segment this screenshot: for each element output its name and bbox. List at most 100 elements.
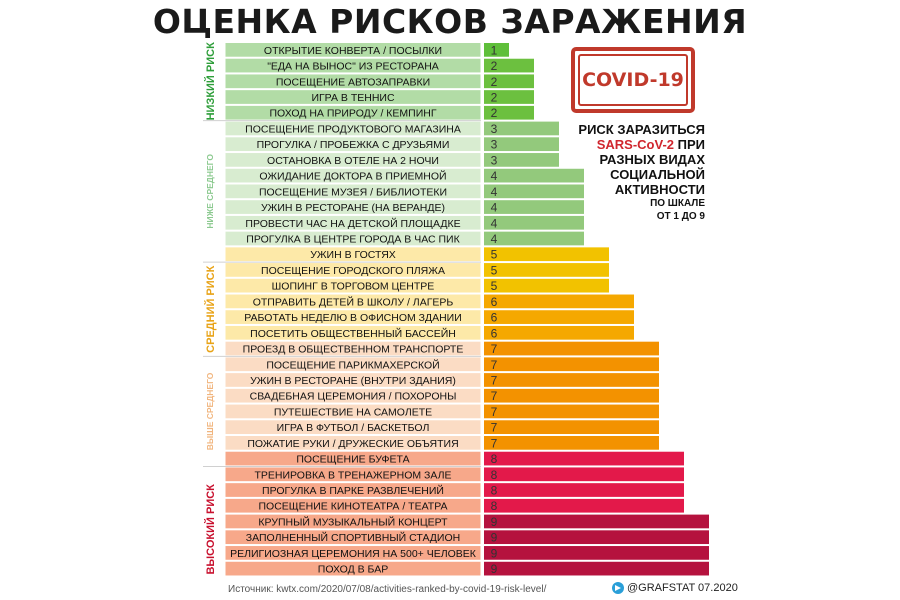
row-label: ПОЖАТИЕ РУКИ / ДРУЖЕСКИЕ ОБЪЯТИЯ: [247, 438, 458, 450]
bar: [484, 514, 709, 529]
value-label: 9: [491, 531, 498, 545]
row-label: УЖИН В РЕСТОРАНЕ (НА ВЕРАНДЕ): [261, 202, 445, 214]
info-line-7: ОТ 1 ДО 9: [656, 211, 705, 222]
value-label: 2: [491, 106, 498, 120]
bar: [484, 90, 534, 104]
value-label: 5: [491, 279, 498, 293]
row-label-cell: [224, 89, 482, 105]
row-label: ПОСЕЩЕНИЕ МУЗЕЯ / БИБЛИОТЕКИ: [259, 186, 447, 198]
row-label: ПОХОД В БАР: [318, 564, 388, 576]
row-label-cell: [224, 497, 482, 514]
value-label: 1: [491, 43, 498, 57]
covid-stamp: COVID-19: [571, 47, 695, 113]
row-label: ШОПИНГ В ТОРГОВОМ ЦЕНТРЕ: [272, 281, 435, 293]
brand-credit: @GRAFSTAT 07.2020: [612, 582, 738, 594]
row-label: ПРОЕЗД В ОБЩЕСТВЕННОМ ТРАНСПОРТЕ: [243, 344, 464, 356]
bar: [484, 341, 659, 356]
bar: [484, 561, 709, 576]
value-label: 9: [491, 562, 498, 576]
row-label: СВАДЕБНАЯ ЦЕРЕМОНИЯ / ПОХОРОНЫ: [250, 391, 457, 403]
row-label-cell: [224, 214, 482, 231]
row-label: РАБОТАТЬ НЕДЕЛЮ В ОФИСНОМ ЗДАНИИ: [244, 312, 462, 324]
row-label: ПОСЕЩЕНИЕ ПАРИКМАХЕРСКОЙ: [266, 358, 439, 371]
row-label: ОСТАНОВКА В ОТЕЛЕ НА 2 НОЧИ: [267, 155, 439, 167]
value-label: 6: [491, 311, 498, 325]
bar: [484, 357, 659, 372]
row-label: ПОСЕЩЕНИЕ ПРОДУКТОВОГО МАГАЗИНА: [245, 123, 461, 135]
value-label: 5: [491, 248, 498, 262]
value-label: 4: [491, 169, 498, 183]
value-label: 3: [491, 122, 498, 136]
bar: [484, 483, 684, 497]
value-label: 4: [491, 216, 498, 230]
bar: [484, 74, 534, 89]
covid-stamp-frame: COVID-19: [578, 54, 688, 106]
value-label: 2: [491, 91, 498, 105]
bar: [484, 153, 559, 167]
info-line-1: РИСК ЗАРАЗИТЬСЯ: [578, 122, 705, 137]
value-label: 2: [491, 75, 498, 89]
bar: [484, 373, 659, 387]
row-label: ПРОГУЛКА В ЦЕНТРЕ ГОРОДА В ЧАС ПИК: [246, 234, 460, 246]
bar: [484, 263, 609, 277]
value-label: 3: [491, 138, 498, 152]
bar: [484, 58, 534, 73]
info-virus-name: SARS-CoV-2: [596, 137, 675, 152]
bar: [484, 498, 684, 513]
bar: [484, 467, 684, 482]
row-label: КРУПНЫЙ МУЗЫКАЛЬНЫЙ КОНЦЕРТ: [258, 515, 448, 528]
info-line-2: SARS-CoV-2 ПРИ: [560, 137, 705, 152]
row-label-cell: [224, 230, 482, 247]
value-label: 9: [491, 515, 498, 529]
value-label: 7: [491, 342, 498, 356]
bar: [484, 278, 609, 293]
value-label: 4: [491, 201, 498, 215]
row-label: ОТКРЫТИЕ КОНВЕРТА / ПОСЫЛКИ: [264, 45, 442, 57]
row-label-cell: [224, 167, 482, 184]
row-label: ПОСЕЩЕНИЕ ГОРОДСКОГО ПЛЯЖА: [261, 265, 445, 277]
row-label-cell: [224, 419, 482, 435]
bar: [484, 388, 659, 403]
row-label: УЖИН В ГОСТЯХ: [310, 249, 396, 261]
value-label: 5: [491, 263, 498, 277]
row-label-cell: [224, 372, 482, 388]
row-label: ПРОГУЛКА В ПАРКЕ РАЗВЛЕЧЕНИЙ: [262, 484, 444, 497]
value-label: 6: [491, 295, 498, 309]
value-label: 6: [491, 326, 498, 340]
row-label-cell: [224, 529, 482, 546]
info-line-6: ПО ШКАЛЕ: [650, 198, 705, 209]
row-label: ПОСЕЩЕНИЕ БУФЕТА: [296, 454, 409, 466]
tier-label: СРЕДНИЙ РИСК: [204, 265, 217, 352]
row-label: ЗАПОЛНЕННЫЙ СПОРТИВНЫЙ СТАДИОН: [246, 531, 460, 544]
value-label: 7: [491, 389, 498, 403]
row-label-cell: [224, 482, 482, 498]
tier-label: НИЗКИЙ РИСК: [204, 42, 217, 121]
bar: [484, 294, 634, 309]
value-label: 7: [491, 373, 498, 387]
bar: [484, 436, 659, 450]
row-label: РЕЛИГИОЗНАЯ ЦЕРЕМОНИЯ НА 500+ ЧЕЛОВЕК: [230, 548, 477, 560]
row-label: ОТПРАВИТЬ ДЕТЕЙ В ШКОЛУ / ЛАГЕРЬ: [253, 295, 454, 308]
value-label: 8: [491, 499, 498, 513]
bar: [484, 404, 659, 419]
value-label: 4: [491, 232, 498, 246]
row-label: ПРОГУЛКА / ПРОБЕЖКА С ДРУЗЬЯМИ: [257, 139, 450, 151]
value-label: 7: [491, 405, 498, 419]
row-label-cell: [224, 435, 482, 451]
row-label: ТРЕНИРОВКА В ТРЕНАЖЕРНОМ ЗАЛЕ: [254, 469, 451, 481]
row-label: ИГРА В ТЕННИС: [311, 92, 395, 104]
row-label-cell: [224, 513, 482, 530]
info-line-2-rest: ПРИ: [674, 137, 705, 152]
row-label: ПУТЕШЕСТВИЕ НА САМОЛЕТЕ: [274, 406, 432, 418]
row-label: "ЕДА НА ВЫНОС" ИЗ РЕСТОРАНА: [267, 61, 439, 73]
brand-text: @GRAFSTAT 07.2020: [627, 582, 738, 594]
tier-label: ВЫСОКИЙ РИСК: [204, 484, 217, 575]
row-label: ПОХОД НА ПРИРОДУ / КЕМПИНГ: [269, 108, 436, 120]
bar: [484, 43, 509, 57]
bar: [484, 420, 659, 434]
bar: [484, 200, 584, 214]
row-label: ИГРА В ФУТБОЛ / БАСКЕТБОЛ: [277, 422, 430, 434]
tier-label: ВЫШЕ СРЕДНЕГО: [205, 372, 215, 450]
chart-description: РИСК ЗАРАЗИТЬСЯ SARS-CoV-2 ПРИ РАЗНЫХ ВИ…: [560, 122, 705, 223]
